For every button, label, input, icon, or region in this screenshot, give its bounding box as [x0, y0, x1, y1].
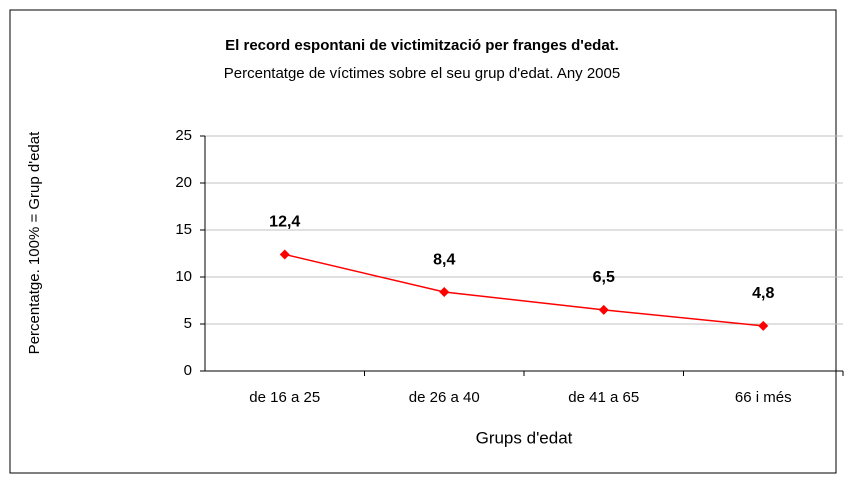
y-tick-label: 25 — [175, 127, 192, 144]
chart-title: El record espontani de victimització per… — [225, 37, 619, 54]
marker — [279, 249, 290, 260]
y-tick-label: 10 — [175, 268, 192, 285]
chart-border — [9, 9, 837, 474]
y-tick-label: 15 — [175, 221, 192, 238]
y-tick-label: 5 — [184, 315, 192, 332]
y-axis-label: Percentatge. 100% = Grup d'edat — [26, 131, 43, 355]
chart-subtitle: Percentatge de víctimes sobre el seu gru… — [224, 65, 620, 82]
y-tick-label: 20 — [175, 174, 192, 191]
x-tick-label: 66 i més — [735, 389, 792, 406]
data-label: 8,4 — [433, 251, 455, 268]
marker — [439, 287, 450, 298]
marker — [598, 304, 609, 315]
data-label: 6,5 — [593, 269, 615, 286]
x-axis-label: Grups d'edat — [476, 428, 573, 447]
marker — [758, 320, 769, 331]
y-tick-label: 0 — [184, 362, 192, 379]
x-tick-label: de 16 a 25 — [249, 389, 320, 406]
data-label: 12,4 — [269, 214, 300, 231]
line — [284, 253, 764, 327]
data-label: 4,8 — [752, 285, 774, 302]
x-tick-label: de 41 a 65 — [568, 389, 639, 406]
x-tick-label: de 26 a 40 — [409, 389, 480, 406]
